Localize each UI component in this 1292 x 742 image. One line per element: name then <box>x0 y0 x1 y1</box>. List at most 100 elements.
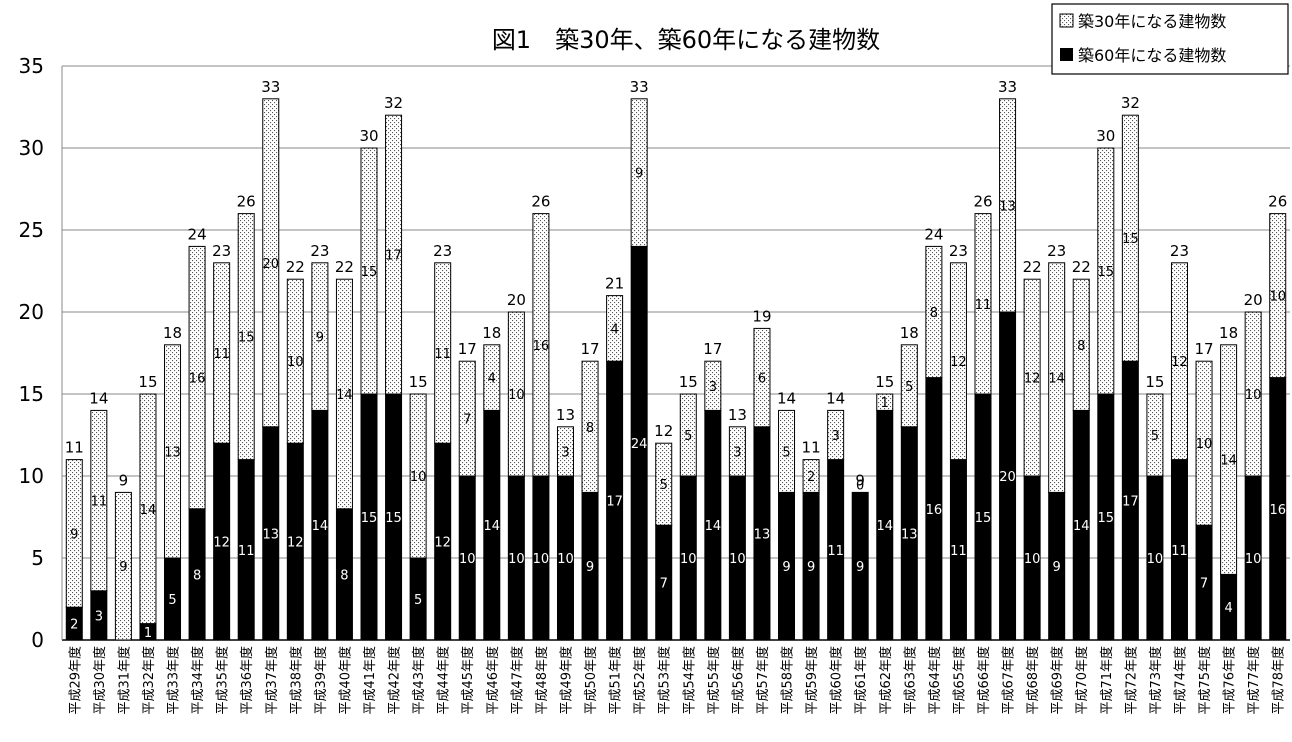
x-tick-label: 平成44年度 <box>436 646 452 715</box>
x-tick-label: 平成73年度 <box>1148 646 1164 715</box>
x-tick-label: 平成78年度 <box>1271 646 1287 715</box>
data-label-60: 10 <box>680 552 697 567</box>
x-tick-label: 平成54年度 <box>681 646 697 715</box>
data-label-total: 17 <box>703 340 722 358</box>
data-label-total: 14 <box>826 389 845 407</box>
data-label-total: 18 <box>482 324 501 342</box>
data-label-total: 20 <box>507 291 526 309</box>
y-tick-label: 30 <box>19 136 44 160</box>
x-tick-label: 平成68年度 <box>1025 646 1041 715</box>
bar-30 <box>999 98 1017 313</box>
bar-30 <box>1121 114 1139 362</box>
bar-30 <box>1048 262 1066 493</box>
data-label-total: 18 <box>1219 324 1238 342</box>
data-label-total: 17 <box>1194 340 1213 358</box>
data-label-total: 14 <box>777 389 796 407</box>
data-label-total: 15 <box>875 373 894 391</box>
bar-30 <box>1195 360 1213 526</box>
data-label-total: 18 <box>900 324 919 342</box>
x-tick-label: 平成48年度 <box>534 646 550 715</box>
x-tick-label: 平成43年度 <box>411 646 427 715</box>
bar-30 <box>728 426 746 477</box>
data-label-total: 12 <box>654 422 673 440</box>
data-label-total: 22 <box>1072 258 1091 276</box>
data-label-30: 20 <box>262 257 279 272</box>
legend-swatch-30 <box>1059 13 1074 28</box>
data-label-30: 3 <box>831 429 839 444</box>
bar-30 <box>778 409 796 493</box>
bar-30 <box>925 245 943 379</box>
data-label-total: 30 <box>1096 127 1115 145</box>
data-label-total: 23 <box>212 242 231 260</box>
x-tick-label: 平成53年度 <box>657 646 673 715</box>
data-label-60: 11 <box>827 544 844 559</box>
legend-swatch-60 <box>1060 48 1073 61</box>
data-label-60: 16 <box>926 503 943 518</box>
bar-30 <box>1170 262 1188 461</box>
data-label-30: 15 <box>361 265 378 280</box>
bar-30 <box>753 327 771 428</box>
bar-30 <box>532 213 550 477</box>
x-tick-label: 平成31年度 <box>116 646 132 715</box>
bar-30 <box>1244 311 1262 477</box>
legend-label-60: 築60年になる建物数 <box>1078 46 1226 65</box>
data-label-total: 33 <box>261 78 280 96</box>
data-label-total: 33 <box>998 78 1017 96</box>
x-tick-label: 平成58年度 <box>780 646 796 715</box>
bar-30 <box>188 245 206 510</box>
bar-30 <box>630 98 648 247</box>
data-label-60: 20 <box>999 470 1016 485</box>
data-label-total: 20 <box>1244 291 1263 309</box>
data-label-30: 10 <box>1269 290 1286 305</box>
data-label-60: 9 <box>586 560 594 575</box>
data-label-60: 14 <box>1073 519 1090 534</box>
data-label-total: 9 <box>855 471 865 489</box>
data-label-30: 5 <box>782 445 790 460</box>
data-label-30: 15 <box>1122 232 1139 247</box>
bar-30 <box>237 213 255 461</box>
data-label-60: 14 <box>484 519 501 534</box>
bar-30 <box>802 459 820 493</box>
data-label-60: 24 <box>631 437 648 452</box>
bar-30 <box>434 262 452 444</box>
bar-30 <box>876 393 894 411</box>
data-label-total: 32 <box>1121 94 1140 112</box>
data-label-60: 12 <box>213 536 230 551</box>
data-label-30: 5 <box>905 380 913 395</box>
data-label-30: 6 <box>758 372 766 387</box>
y-tick-label: 0 <box>31 628 44 652</box>
data-label-total: 15 <box>679 373 698 391</box>
y-tick-label: 25 <box>19 218 44 242</box>
data-label-30: 8 <box>930 306 938 321</box>
data-label-60: 9 <box>782 560 790 575</box>
data-label-30: 10 <box>1245 388 1262 403</box>
data-labels: 2911311149911415513188162412112311152613… <box>65 78 1288 641</box>
data-label-30: 4 <box>488 372 496 387</box>
data-label-total: 18 <box>163 324 182 342</box>
data-label-30: 12 <box>950 355 967 370</box>
data-label-60: 9 <box>807 560 815 575</box>
data-label-total: 32 <box>384 94 403 112</box>
data-label-30: 14 <box>336 388 353 403</box>
data-label-60: 1 <box>144 626 152 641</box>
data-label-60: 15 <box>1098 511 1115 526</box>
data-label-total: 23 <box>433 242 452 260</box>
x-tick-label: 平成55年度 <box>706 646 722 715</box>
data-label-30: 8 <box>586 421 594 436</box>
data-label-30: 11 <box>91 495 108 510</box>
bar-30 <box>556 426 574 477</box>
data-label-total: 26 <box>1268 193 1287 211</box>
x-tick-label: 平成60年度 <box>829 646 845 715</box>
data-label-total: 13 <box>728 406 747 424</box>
x-tick-label: 平成71年度 <box>1099 646 1115 715</box>
data-label-total: 17 <box>458 340 477 358</box>
data-label-30: 16 <box>189 372 206 387</box>
data-label-30: 16 <box>533 339 550 354</box>
x-tick-label: 平成51年度 <box>608 646 624 715</box>
bar-30 <box>458 360 476 477</box>
data-label-60: 7 <box>1200 577 1208 592</box>
bar-30 <box>311 262 329 411</box>
data-label-60: 13 <box>262 527 279 542</box>
data-label-60: 8 <box>193 568 201 583</box>
data-label-60: 11 <box>950 544 967 559</box>
